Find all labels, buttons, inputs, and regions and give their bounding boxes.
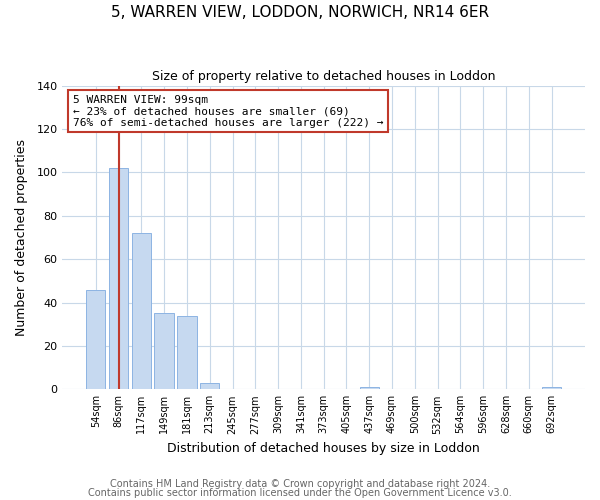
Title: Size of property relative to detached houses in Loddon: Size of property relative to detached ho… [152, 70, 496, 83]
Text: 5, WARREN VIEW, LODDON, NORWICH, NR14 6ER: 5, WARREN VIEW, LODDON, NORWICH, NR14 6E… [111, 5, 489, 20]
X-axis label: Distribution of detached houses by size in Loddon: Distribution of detached houses by size … [167, 442, 480, 455]
Bar [359, 387, 379, 390]
Bar [154, 314, 174, 390]
Text: Contains public sector information licensed under the Open Government Licence v3: Contains public sector information licen… [88, 488, 512, 498]
Bar [109, 168, 128, 390]
Text: Contains HM Land Registry data © Crown copyright and database right 2024.: Contains HM Land Registry data © Crown c… [110, 479, 490, 489]
Bar [200, 383, 220, 390]
Y-axis label: Number of detached properties: Number of detached properties [15, 139, 28, 336]
Bar [131, 233, 151, 390]
Bar [542, 387, 561, 390]
Bar [86, 290, 106, 390]
Text: 5 WARREN VIEW: 99sqm
← 23% of detached houses are smaller (69)
76% of semi-detac: 5 WARREN VIEW: 99sqm ← 23% of detached h… [73, 94, 383, 128]
Bar [177, 316, 197, 390]
